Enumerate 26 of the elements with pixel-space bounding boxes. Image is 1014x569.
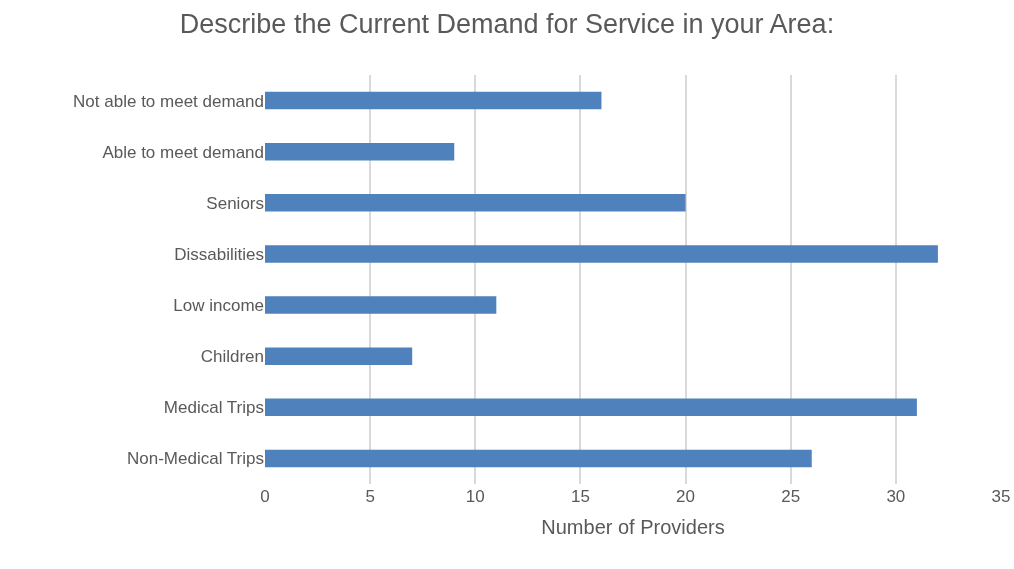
y-tick-label: Dissabilities xyxy=(174,244,264,264)
bar xyxy=(265,143,455,161)
bar xyxy=(265,296,497,314)
bar xyxy=(265,245,938,263)
bar xyxy=(265,194,686,212)
bar xyxy=(265,449,812,468)
x-tick-label: 20 xyxy=(676,487,696,506)
bar xyxy=(265,91,602,110)
x-tick-label: 30 xyxy=(886,487,906,506)
x-axis-title: Number of Providers xyxy=(541,515,725,538)
chart-title: Describe the Current Demand for Service in your Area: xyxy=(179,9,835,40)
y-tick-label: Medical Trips xyxy=(163,398,264,418)
x-tick-label: 25 xyxy=(781,487,801,506)
x-tick-label: 5 xyxy=(365,487,375,506)
y-tick-label: Not able to meet demand xyxy=(73,91,264,111)
bar xyxy=(265,347,413,365)
y-tick-label: Able to meet demand xyxy=(102,142,264,162)
y-tick-label: Non-Medical Trips xyxy=(127,449,264,469)
x-tick-label: 0 xyxy=(260,487,270,506)
x-tick-label: 15 xyxy=(570,487,590,506)
x-tick-label: 35 xyxy=(991,487,1011,506)
y-tick-label: Seniors xyxy=(206,193,264,213)
y-tick-label: Low income xyxy=(173,296,264,316)
y-tick-label: Children xyxy=(200,347,264,367)
bar xyxy=(265,398,917,416)
x-tick-label: 10 xyxy=(465,487,485,506)
